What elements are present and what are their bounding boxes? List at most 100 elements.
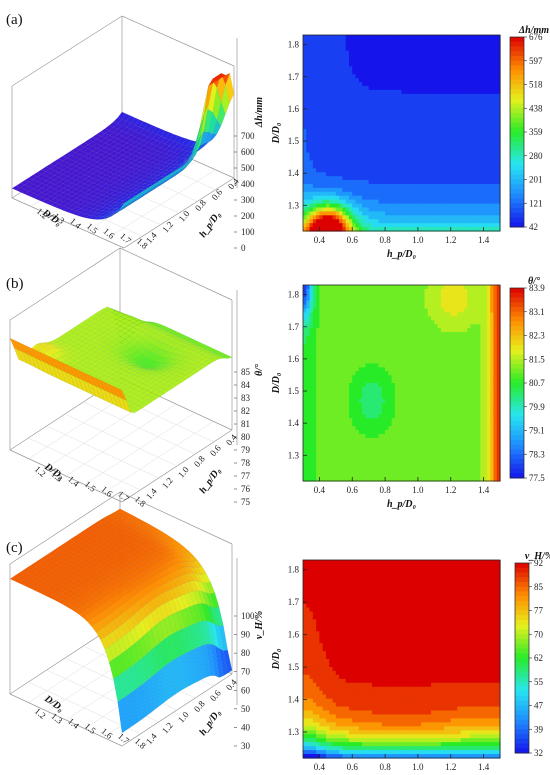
- colorbar-swatch: [510, 56, 524, 62]
- colorbar-swatch: [510, 75, 524, 81]
- box-edge: [119, 247, 233, 301]
- colorbar-swatch: [510, 212, 524, 218]
- x-tick-label: 0.8: [379, 235, 391, 245]
- z-tick-label: 80: [241, 432, 251, 442]
- z-axis-label: θ/°: [254, 364, 265, 376]
- colorbar-swatch: [510, 70, 524, 76]
- colorbar-tick-label: 280: [529, 151, 543, 161]
- floor-grid: [105, 169, 216, 240]
- y-tick-label: 1.2: [160, 475, 175, 490]
- y-axis-label: h_p/D₀: [197, 465, 223, 496]
- panel-label: (a): [6, 12, 23, 28]
- y-tick-label: 1.8: [288, 40, 300, 50]
- y-tick-label: 0.8: [192, 453, 207, 468]
- colorbar-swatch: [510, 136, 524, 142]
- colorbar-swatch: [510, 60, 524, 66]
- heatmap-panel-3: [302, 284, 501, 482]
- colorbar-swatch: [510, 103, 524, 109]
- colorbar-swatch: [510, 46, 524, 52]
- y-axis-label: D/D₀: [271, 122, 282, 144]
- colorbar-swatch: [510, 203, 524, 209]
- z-tick-label: 75: [241, 497, 251, 507]
- z-tick-label: 84: [241, 380, 251, 390]
- y-tick-label: 1.7: [288, 72, 300, 82]
- x-tick-label: 0.6: [347, 235, 359, 245]
- z-axis-label: Δh/mm: [254, 97, 265, 128]
- colorbar-swatch: [510, 179, 524, 185]
- y-tick-label: 1.6: [288, 104, 300, 114]
- colorbar-tick-label: 438: [529, 103, 543, 113]
- y-tick-label: 0.6: [208, 443, 223, 458]
- colorbar-swatch: [510, 117, 524, 123]
- z-tick-label: 76: [241, 484, 251, 494]
- colorbar-tick-label: 597: [529, 56, 543, 66]
- colorbar-tick-label: 359: [529, 127, 543, 137]
- x-tick-label: 1.5: [85, 221, 100, 236]
- y-tick-label: 1.3: [288, 200, 300, 210]
- y-tick-label: 0.6: [209, 187, 224, 202]
- colorbar-swatch: [510, 189, 524, 195]
- y-tick-label: 0.8: [193, 197, 208, 212]
- colorbar-swatch: [510, 65, 524, 71]
- z-tick-label: 78: [241, 458, 251, 468]
- y-tick-label: 1.2: [160, 219, 175, 234]
- floor-grid: [65, 403, 177, 477]
- colorbar-swatch: [510, 160, 524, 166]
- x-tick-label: 1.2: [445, 235, 456, 245]
- z-tick-label: 0: [241, 243, 246, 253]
- z-tick-label: 100: [241, 227, 255, 237]
- x-tick-label: 1.0: [412, 235, 424, 245]
- y-tick-label: 0.4: [226, 176, 241, 191]
- x-tick-label: 1.4: [66, 474, 81, 489]
- colorbar-swatch: [510, 141, 524, 147]
- box-edge: [11, 15, 123, 87]
- colorbar: [509, 36, 527, 228]
- box-edge: [121, 15, 235, 67]
- colorbar-swatch: [510, 155, 524, 161]
- x-tick-label: 1.5: [83, 479, 98, 494]
- colorbar-tick-label: 201: [529, 175, 543, 185]
- colorbar-swatch: [510, 208, 524, 214]
- colorbar-swatch: [510, 217, 524, 223]
- z-tick-label: 700: [241, 131, 255, 141]
- z-tick-label: 500: [241, 163, 255, 173]
- colorbar-swatch: [510, 98, 524, 104]
- colorbar-swatch: [510, 84, 524, 90]
- colorbar-swatch: [510, 146, 524, 152]
- colorbar-swatch: [510, 198, 524, 204]
- z-tick-label: 81: [241, 419, 250, 429]
- colorbar-swatch: [510, 193, 524, 199]
- panel-label: (b): [6, 276, 24, 292]
- colorbar-swatch: [510, 94, 524, 100]
- colorbar-swatch: [510, 174, 524, 180]
- colorbar-swatch: [510, 122, 524, 128]
- colorbar-swatch: [510, 89, 524, 95]
- colorbar-swatch: [510, 41, 524, 47]
- y-tick-label: 1.0: [176, 464, 191, 479]
- heatmap-panel-1: [302, 34, 501, 232]
- colorbar-swatch: [510, 170, 524, 176]
- colorbar-tick-label: 518: [529, 80, 543, 90]
- x-axis-label: h_p/D₀: [387, 249, 417, 260]
- y-tick-label: 1.0: [177, 208, 192, 223]
- z-tick-label: 83: [241, 393, 251, 403]
- colorbar-swatch: [510, 132, 524, 138]
- z-tick-label: 85: [241, 367, 251, 377]
- y-axis-label: h_p/D₀: [197, 209, 223, 240]
- colorbar-swatch: [510, 127, 524, 133]
- colorbar-swatch: [510, 165, 524, 171]
- z-tick-label: 200: [241, 211, 255, 221]
- colorbar-swatch: [510, 51, 524, 57]
- z-tick-label: 300: [241, 195, 255, 205]
- colorbar-swatch: [510, 184, 524, 190]
- z-tick-label: 82: [241, 406, 250, 416]
- x-tick-label: 1.4: [478, 235, 490, 245]
- floor-grid: [28, 437, 141, 491]
- z-tick-label: 79: [241, 445, 251, 455]
- z-tick-label: 400: [241, 179, 255, 189]
- floor-grid: [46, 425, 159, 479]
- colorbar-title: Δh/mm: [518, 25, 549, 36]
- y-tick-label: 1.4: [288, 168, 300, 178]
- z-tick-label: 77: [241, 471, 251, 481]
